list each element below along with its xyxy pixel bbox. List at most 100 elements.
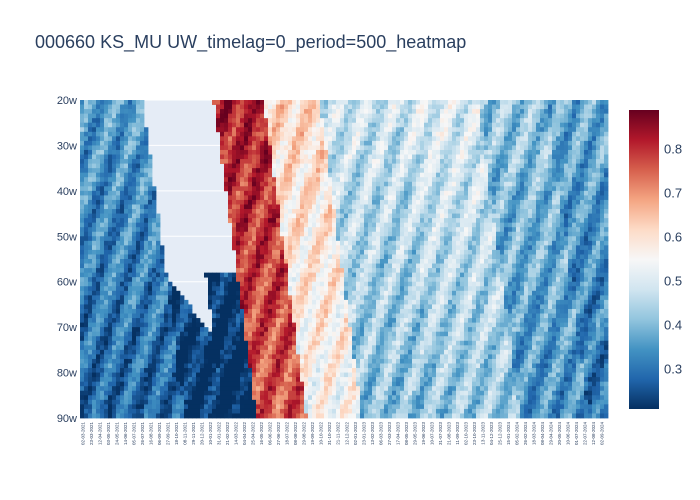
heatmap-cell[interactable] [316, 277, 321, 283]
heatmap-cell[interactable] [180, 372, 185, 378]
heatmap-cell[interactable] [152, 308, 157, 314]
heatmap-cell[interactable] [376, 249, 381, 255]
heatmap-cell[interactable] [240, 263, 245, 269]
heatmap-cell[interactable] [360, 140, 365, 146]
heatmap-cell[interactable] [148, 195, 153, 201]
heatmap-cell[interactable] [372, 249, 377, 255]
heatmap-cell[interactable] [292, 390, 297, 396]
heatmap-cell[interactable] [280, 249, 285, 255]
heatmap-cell[interactable] [252, 140, 257, 146]
heatmap-cell[interactable] [400, 277, 405, 283]
heatmap-cell[interactable] [164, 386, 169, 392]
heatmap-cell[interactable] [312, 231, 317, 237]
heatmap-cell[interactable] [92, 127, 97, 133]
heatmap-cell[interactable] [244, 227, 249, 233]
heatmap-cell[interactable] [184, 413, 189, 419]
heatmap-cell[interactable] [328, 363, 333, 369]
heatmap-cell[interactable] [312, 318, 317, 323]
heatmap-cell[interactable] [336, 349, 341, 355]
heatmap-cell[interactable] [164, 390, 169, 396]
heatmap-cell[interactable] [256, 104, 261, 110]
heatmap-cell[interactable] [232, 408, 237, 414]
heatmap-cell[interactable] [168, 363, 173, 369]
heatmap-cell[interactable] [336, 218, 341, 224]
heatmap-cell[interactable] [260, 381, 265, 387]
heatmap-cell[interactable] [264, 336, 269, 342]
heatmap-cell[interactable] [276, 154, 281, 160]
heatmap-cell[interactable] [352, 349, 357, 355]
heatmap-cell[interactable] [92, 172, 97, 178]
heatmap-cell[interactable] [288, 249, 293, 255]
heatmap-cell[interactable] [396, 131, 401, 137]
heatmap-cell[interactable] [344, 195, 349, 201]
heatmap-cell[interactable] [332, 349, 337, 355]
heatmap-cell[interactable] [140, 290, 145, 296]
heatmap-cell[interactable] [120, 345, 125, 351]
heatmap-cell[interactable] [160, 313, 165, 319]
heatmap-cell[interactable] [380, 149, 385, 155]
heatmap-cell[interactable] [100, 122, 105, 128]
heatmap-cell[interactable] [228, 122, 233, 128]
heatmap-cell[interactable] [140, 168, 145, 174]
heatmap-cell[interactable] [112, 363, 117, 369]
heatmap-cell[interactable] [168, 290, 173, 296]
heatmap-cell[interactable] [260, 377, 265, 383]
heatmap-cell[interactable] [256, 340, 261, 346]
heatmap-cell[interactable] [292, 154, 297, 160]
heatmap-cell[interactable] [80, 386, 85, 392]
heatmap-cell[interactable] [380, 399, 385, 405]
heatmap-cell[interactable] [348, 259, 353, 264]
heatmap-cell[interactable] [400, 181, 405, 187]
heatmap-cell[interactable] [400, 199, 405, 205]
heatmap-cell[interactable] [92, 263, 97, 269]
heatmap-cell[interactable] [320, 149, 325, 155]
heatmap-cell[interactable] [224, 140, 229, 146]
heatmap-cell[interactable] [228, 354, 233, 360]
heatmap-cell[interactable] [264, 318, 269, 323]
heatmap-cell[interactable] [196, 377, 201, 383]
heatmap-cell[interactable] [364, 204, 369, 210]
heatmap-cell[interactable] [252, 149, 257, 155]
heatmap-cell[interactable] [352, 299, 357, 305]
heatmap-cell[interactable] [392, 263, 397, 269]
heatmap-cell[interactable] [384, 345, 389, 351]
heatmap-cell[interactable] [396, 163, 401, 169]
heatmap-cell[interactable] [324, 168, 329, 174]
heatmap-cell[interactable] [196, 386, 201, 392]
heatmap-cell[interactable] [328, 295, 333, 301]
heatmap-cell[interactable] [376, 122, 381, 128]
heatmap-cell[interactable] [152, 259, 157, 264]
heatmap-cell[interactable] [112, 149, 117, 155]
heatmap-cell[interactable] [180, 318, 185, 323]
heatmap-cell[interactable] [116, 190, 121, 196]
heatmap-cell[interactable] [80, 186, 85, 192]
heatmap-cell[interactable] [128, 313, 133, 319]
heatmap-cell[interactable] [276, 358, 281, 364]
heatmap-cell[interactable] [248, 172, 253, 178]
heatmap-cell[interactable] [132, 100, 137, 105]
heatmap-cell[interactable] [124, 149, 129, 155]
heatmap-cell[interactable] [180, 336, 185, 342]
heatmap-cell[interactable] [400, 259, 405, 264]
heatmap-cell[interactable] [300, 263, 305, 269]
heatmap-cell[interactable] [136, 168, 141, 174]
heatmap-cell[interactable] [100, 263, 105, 269]
heatmap-cell[interactable] [248, 249, 253, 255]
heatmap-cell[interactable] [156, 340, 161, 346]
heatmap-cell[interactable] [92, 299, 97, 305]
heatmap-cell[interactable] [384, 295, 389, 301]
heatmap-cell[interactable] [192, 313, 197, 319]
heatmap-cell[interactable] [380, 236, 385, 242]
heatmap-cell[interactable] [128, 254, 133, 260]
heatmap-cell[interactable] [384, 240, 389, 246]
heatmap-cell[interactable] [240, 336, 245, 342]
heatmap-cell[interactable] [116, 381, 121, 387]
heatmap-cell[interactable] [124, 308, 129, 314]
heatmap-cell[interactable] [80, 345, 85, 351]
heatmap-cell[interactable] [316, 209, 321, 214]
heatmap-cell[interactable] [152, 286, 157, 292]
heatmap-cell[interactable] [340, 381, 345, 387]
heatmap-cell[interactable] [96, 218, 101, 224]
heatmap-cell[interactable] [200, 395, 205, 401]
heatmap-cell[interactable] [204, 340, 209, 346]
